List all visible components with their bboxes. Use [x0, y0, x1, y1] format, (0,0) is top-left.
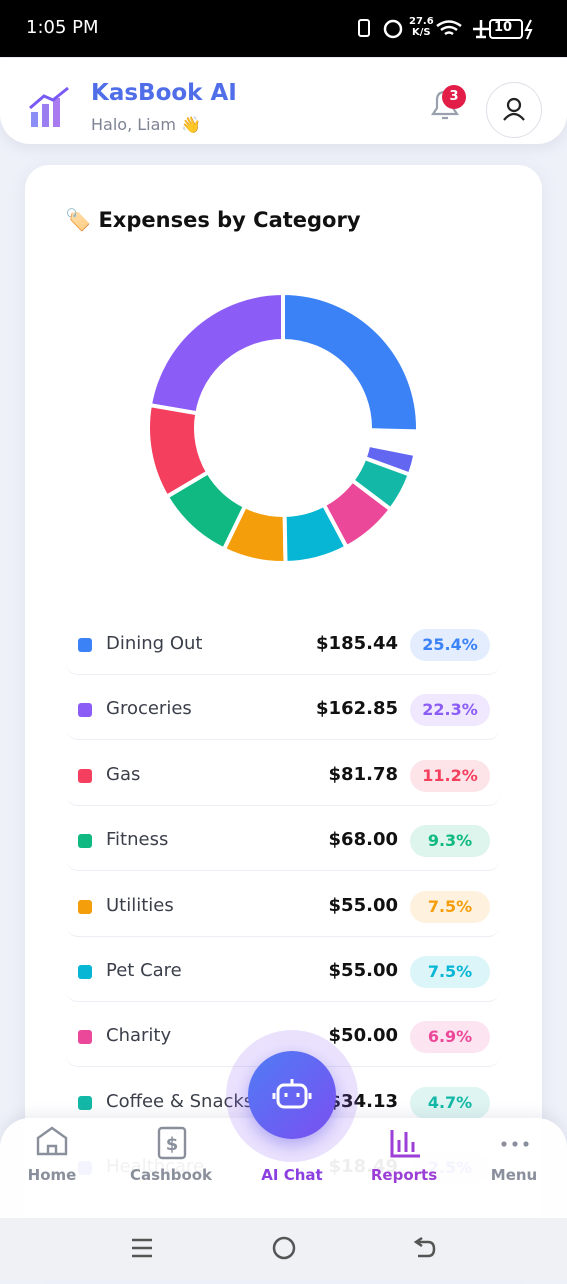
color-dot — [78, 1095, 92, 1110]
net-speed: 27.6 K/S — [409, 16, 434, 38]
amount: $50.00 — [328, 1025, 398, 1047]
color-dot — [78, 768, 92, 783]
donut-segment — [146, 402, 211, 500]
percent-pill: 7.5% — [410, 956, 490, 988]
nav-icons: $ — [36, 1126, 529, 1160]
amount: $81.78 — [328, 763, 398, 785]
percent-pill: 22.3% — [410, 694, 490, 727]
status-icons — [358, 19, 533, 40]
category-row: Charity $50.00 6.9% — [66, 1010, 500, 1068]
nav-label[interactable]: Menu — [490, 1166, 538, 1184]
amount: $55.00 — [328, 894, 398, 916]
ai-chat-button[interactable] — [248, 1051, 336, 1139]
color-dot — [78, 638, 92, 652]
category-name: Coffee & Snacks — [106, 1090, 254, 1112]
category-name: Gas — [106, 763, 141, 785]
amount: $68.00 — [328, 829, 398, 851]
header: KasBook AI Halo, Liam 👋 3 — [0, 58, 567, 144]
greeting: Halo, Liam 👋 — [91, 115, 201, 134]
donut-segment — [147, 290, 285, 416]
donut-segment — [281, 290, 420, 434]
nav-label[interactable]: Home — [27, 1166, 77, 1184]
profile-icon — [503, 97, 525, 121]
donut-segment — [164, 469, 248, 553]
category-name: Utilities — [106, 894, 174, 916]
percent-pill: 6.9% — [410, 1021, 490, 1054]
color-dot — [78, 899, 92, 914]
robot-icon — [272, 1079, 312, 1109]
amount: $34.13 — [328, 1090, 398, 1112]
svg-text:$: $ — [166, 1134, 179, 1155]
category-name: Pet Care — [106, 960, 182, 981]
color-dot — [78, 834, 92, 849]
donut-segment — [221, 503, 288, 565]
app-name: KasBook AI — [91, 80, 237, 106]
amount: $162.85 — [316, 698, 398, 720]
donut-segment — [362, 442, 418, 478]
category-name: Charity — [106, 1025, 172, 1047]
category-row: Pet Care $55.00 7.5% — [66, 945, 500, 1002]
badge: 3 — [442, 85, 466, 109]
donut-chart — [146, 290, 420, 566]
battery: 10 — [494, 20, 513, 35]
percent-pill: 11.2% — [410, 759, 490, 792]
time: 1:05 PM — [26, 17, 99, 38]
system-nav — [0, 1218, 567, 1280]
amount: $55.00 — [328, 960, 398, 981]
category-name: Groceries — [106, 698, 192, 720]
speed-unit: K/S — [412, 27, 431, 38]
category-row: Gas $81.78 11.2% — [66, 749, 500, 806]
system-icons — [132, 1236, 436, 1260]
nav-label[interactable]: Cashbook — [129, 1166, 213, 1184]
bottom-nav: $ Home Cashbook AI Chat Reports Menu — [0, 1118, 567, 1218]
color-dot — [78, 965, 92, 979]
percent-pill: 9.3% — [410, 825, 490, 858]
category-row: Utilities $55.00 7.5% — [66, 880, 500, 937]
percent-pill: 4.7% — [410, 1086, 490, 1119]
category-name: Fitness — [106, 829, 169, 851]
nav-label[interactable]: AI Chat — [261, 1166, 323, 1184]
nav-label[interactable]: Reports — [370, 1166, 438, 1184]
category-row: Groceries $162.85 22.3% — [66, 683, 500, 741]
amount: $185.44 — [316, 633, 398, 654]
profile-button[interactable] — [486, 82, 542, 138]
color-dot — [78, 703, 92, 718]
percent-pill: 7.5% — [410, 890, 490, 923]
status-bar: 1:05 PM 27.6 K/S 10 — [0, 0, 567, 57]
card-title: 🏷️ Expenses by Category — [65, 208, 361, 232]
speed: 27.6 — [409, 16, 434, 27]
category-row: Dining Out $185.44 25.4% — [66, 618, 500, 675]
logo — [29, 86, 69, 127]
category-name: Dining Out — [106, 633, 203, 654]
percent-pill: 25.4% — [410, 629, 490, 661]
category-row: Fitness $68.00 9.3% — [66, 814, 500, 872]
color-dot — [78, 1030, 92, 1045]
